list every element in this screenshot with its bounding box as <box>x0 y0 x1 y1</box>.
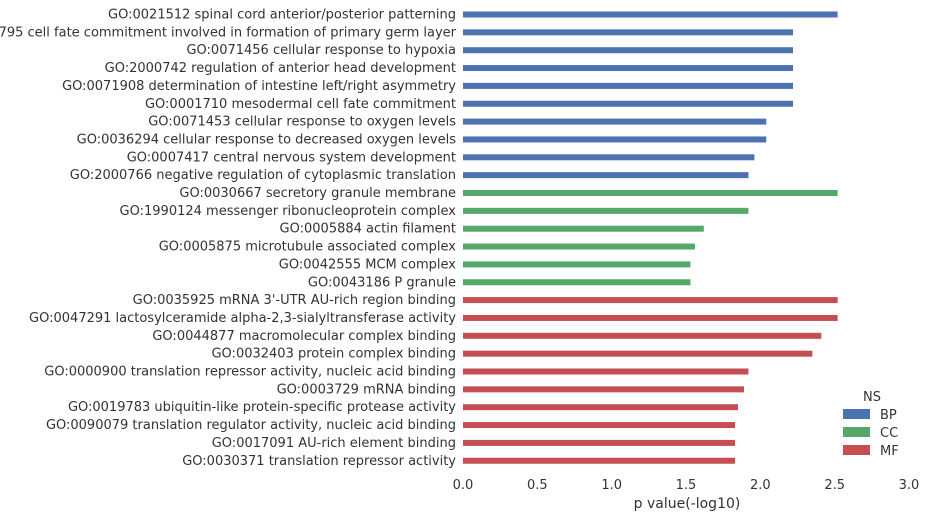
y-tick-labels: GO:0021512 spinal cord anterior/posterio… <box>0 8 457 469</box>
y-tick-label: GO:0001710 mesodermal cell fate commitme… <box>145 97 456 112</box>
bars-layer <box>463 11 838 464</box>
y-tick-label: GO:0019783 ubiquitin-like protein-specif… <box>68 400 456 415</box>
y-tick-label: GO:0030667 secretory granule membrane <box>179 186 456 201</box>
y-tick-label: GO:0007417 central nervous system develo… <box>127 150 456 165</box>
y-tick-label: GO:0005875 microtubule associated comple… <box>159 240 457 255</box>
bar-cc <box>463 190 838 196</box>
y-tick-label: GO:0036294 cellular response to decrease… <box>77 132 457 147</box>
x-axis-label: p value(-log10) <box>634 496 741 512</box>
legend-label-mf: MF <box>880 444 899 459</box>
bar-bp <box>463 29 794 36</box>
y-tick-label: GO:0021512 spinal cord anterior/posterio… <box>108 8 456 23</box>
bar-bp <box>463 172 749 179</box>
bar-bp <box>463 11 838 18</box>
y-tick-label: GO:0005884 actin filament <box>280 222 456 237</box>
bar-bp <box>463 154 755 161</box>
x-tick-label: 0.5 <box>527 478 548 493</box>
y-tick-label: GO:0071908 determination of intestine le… <box>62 79 456 94</box>
legend: NS BP CC MF <box>843 390 899 459</box>
legend-items: BP CC MF <box>843 408 899 459</box>
y-tick-label: GO:0042555 MCM complex <box>279 257 457 272</box>
y-tick-label: GO:1990124 messenger ribonucleoprotein c… <box>120 204 457 219</box>
bar-mf <box>463 386 744 393</box>
y-tick-label: GO:0032403 protein complex binding <box>211 347 456 362</box>
bar-mf <box>463 439 736 446</box>
bar-mf <box>463 314 838 321</box>
bar-cc <box>463 261 691 268</box>
x-tick-label: 3.0 <box>899 478 920 493</box>
y-tick-label: GO:0043186 P granule <box>308 275 456 290</box>
y-tick-label: GO:0017091 AU-rich element binding <box>212 436 456 451</box>
x-tick-label: 1.0 <box>601 478 622 493</box>
bar-bp <box>463 136 767 143</box>
y-tick-label: GO:0071453 cellular response to oxygen l… <box>148 115 456 130</box>
bar-cc <box>463 225 704 232</box>
y-tick-label: GO:2000742 regulation of anterior head d… <box>105 61 456 76</box>
legend-swatch-bp <box>843 409 870 419</box>
x-tick-label: 1.5 <box>676 478 697 493</box>
bar-cc <box>463 279 691 286</box>
bar-cc <box>463 207 749 214</box>
y-tick-label: GO:0035925 mRNA 3'-UTR AU-rich region bi… <box>133 293 456 308</box>
y-tick-label: GO:0000900 translation repressor activit… <box>44 365 456 380</box>
bar-bp <box>463 65 794 72</box>
bar-mf <box>463 350 813 357</box>
bar-bp <box>463 47 794 54</box>
y-tick-label: GO:0060795 cell fate commitment involved… <box>0 25 457 40</box>
bar-mf <box>463 422 736 429</box>
y-tick-label: GO:0090079 translation regulator activit… <box>46 418 456 433</box>
y-tick-label: GO:0003729 mRNA binding <box>277 382 456 397</box>
y-tick-label: GO:0044877 macromolecular complex bindin… <box>152 329 456 344</box>
legend-swatch-mf <box>843 445 870 455</box>
y-tick-label: GO:0047291 lactosylceramide alpha-2,3-si… <box>29 311 456 326</box>
legend-label-bp: BP <box>880 408 897 423</box>
legend-swatch-cc <box>843 427 870 437</box>
legend-title: NS <box>863 390 881 405</box>
bar-cc <box>463 243 695 250</box>
x-tick-label: 2.0 <box>750 478 771 493</box>
bar-mf <box>463 368 749 375</box>
bar-bp <box>463 82 794 89</box>
bar-mf <box>463 297 838 304</box>
y-tick-label: GO:0071456 cellular response to hypoxia <box>186 43 456 58</box>
x-tick-labels: 0.0 0.5 1.0 1.5 2.0 2.5 3.0 <box>453 478 920 493</box>
x-tick-label: 2.5 <box>824 478 845 493</box>
bar-bp <box>463 118 767 125</box>
bar-mf <box>463 457 736 464</box>
bar-mf <box>463 332 822 339</box>
y-tick-label: GO:2000766 negative regulation of cytopl… <box>70 168 456 183</box>
legend-label-cc: CC <box>880 426 898 441</box>
bar-bp <box>463 100 794 107</box>
y-tick-label: GO:0030371 translation repressor activit… <box>182 454 456 469</box>
x-tick-label: 0.0 <box>453 478 474 493</box>
bar-mf <box>463 404 739 411</box>
